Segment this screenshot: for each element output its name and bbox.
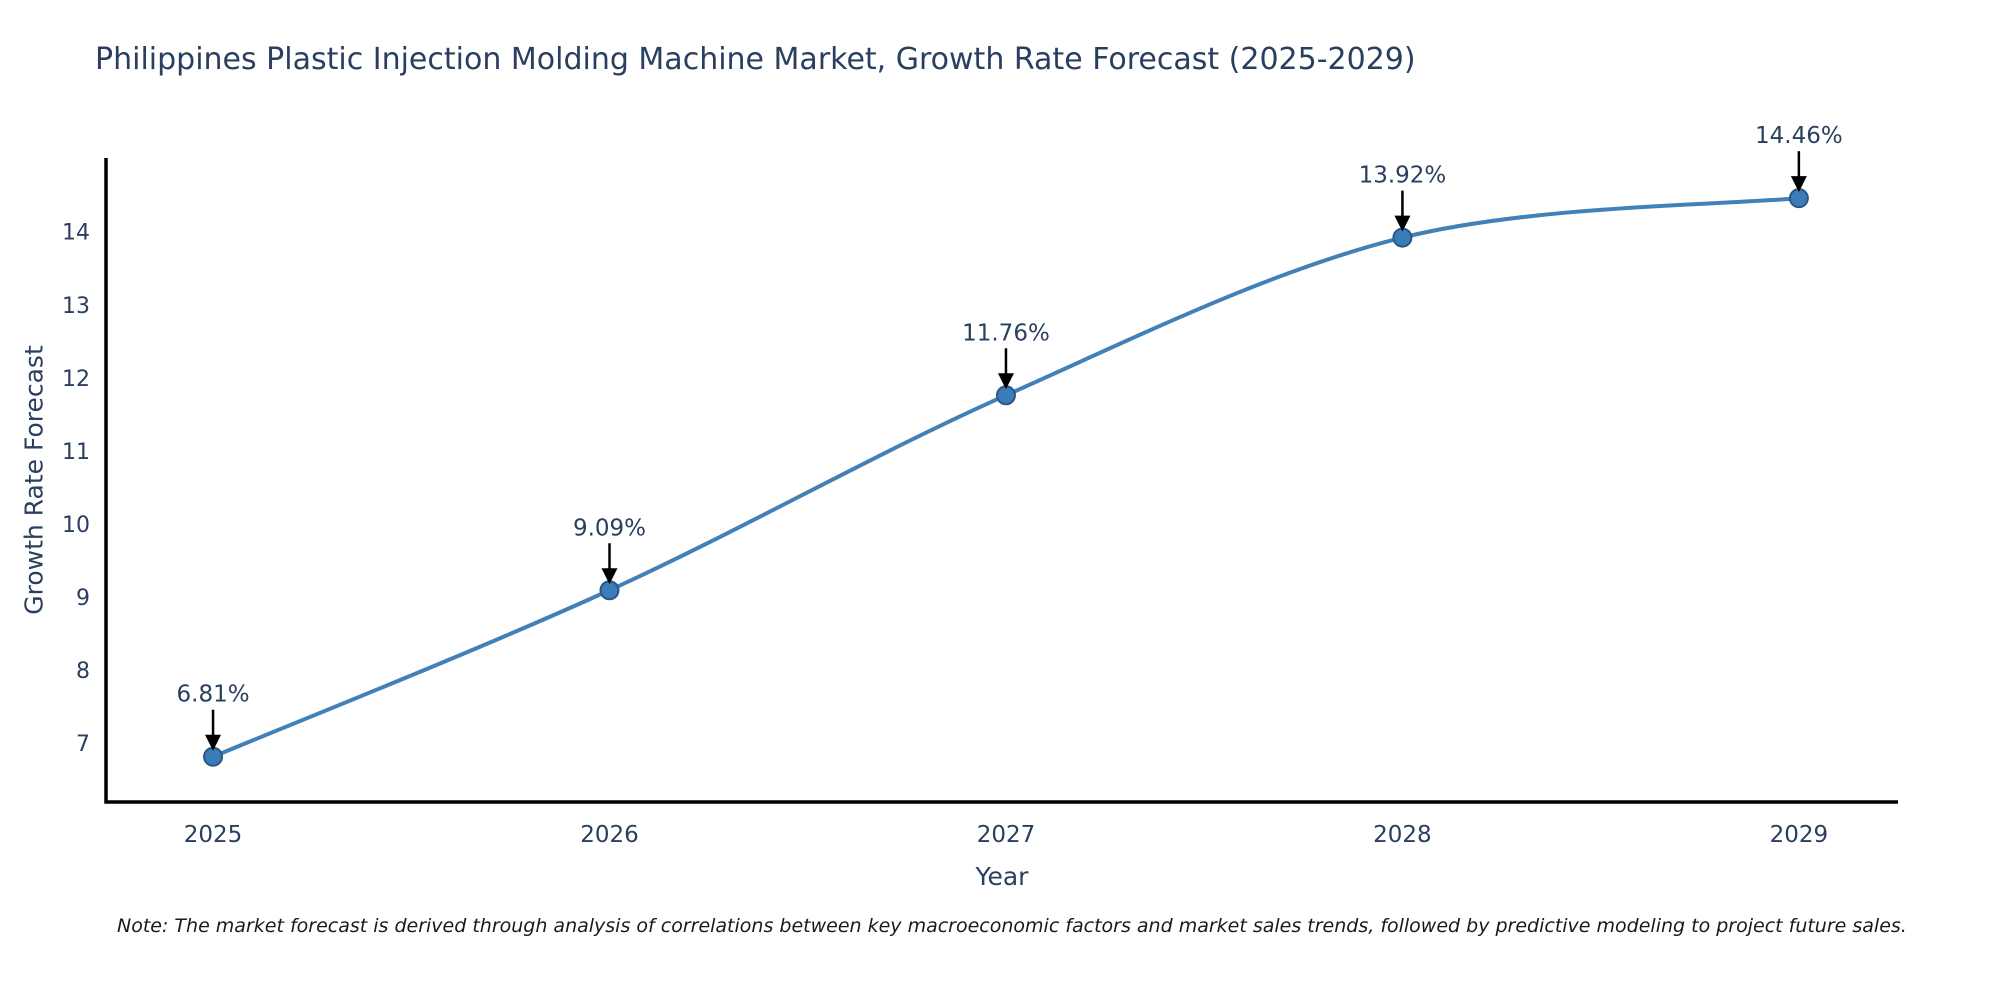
point-value-label: 11.76% — [962, 320, 1050, 346]
y-tick-label: 14 — [62, 221, 90, 246]
x-tick-label: 2026 — [580, 822, 639, 848]
x-axis-title: Year — [975, 862, 1029, 891]
annotation-arrowhead — [1394, 215, 1411, 232]
annotation-arrowhead — [205, 734, 222, 751]
footnote: Note: The market forecast is derived thr… — [117, 915, 1907, 937]
point-value-label: 14.46% — [1755, 123, 1843, 149]
point-value-label: 6.81% — [177, 682, 250, 708]
annotation-arrowhead — [1790, 176, 1807, 193]
point-value-label: 9.09% — [573, 515, 646, 541]
y-tick-label: 13 — [62, 294, 90, 319]
axis-lines — [104, 158, 1898, 804]
y-axis-title: Growth Rate Forecast — [19, 345, 49, 615]
y-tick-label: 8 — [76, 659, 90, 684]
x-tick-label: 2027 — [977, 822, 1036, 848]
x-tick-label: 2028 — [1373, 822, 1432, 848]
annotation-arrowhead — [997, 373, 1014, 390]
y-tick-label: 10 — [62, 513, 90, 538]
annotation-arrowhead — [601, 568, 618, 585]
x-tick-label: 2029 — [1770, 822, 1829, 848]
y-tick-label: 12 — [62, 367, 90, 392]
y-tick-label: 7 — [76, 732, 90, 757]
y-tick-label: 9 — [76, 586, 90, 611]
x-tick-label: 2025 — [184, 822, 243, 848]
point-value-label: 13.92% — [1359, 163, 1447, 189]
forecast-line[interactable] — [211, 196, 1801, 759]
y-tick-label: 11 — [62, 440, 90, 465]
chart-title: Philippines Plastic Injection Molding Ma… — [95, 42, 1416, 77]
